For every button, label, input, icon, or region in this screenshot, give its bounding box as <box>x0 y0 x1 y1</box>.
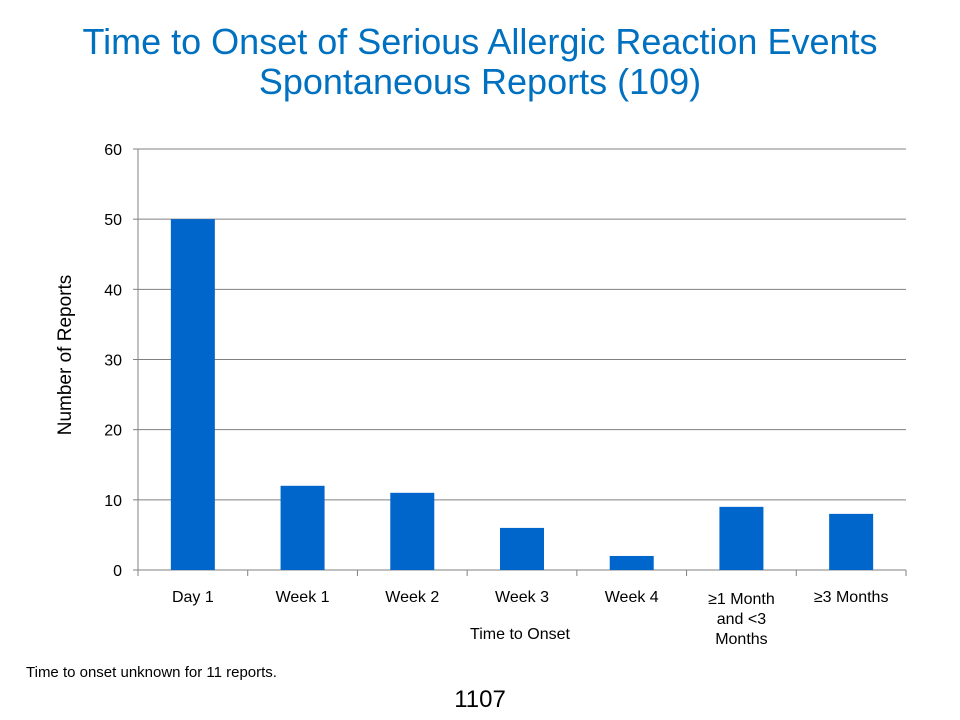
x-tick-label: Day 1 <box>172 589 214 606</box>
chart-title-line-1: Time to Onset of Serious Allergic Reacti… <box>82 21 878 62</box>
bar <box>170 219 215 570</box>
y-tick-label: 50 <box>104 212 122 229</box>
chart-title-line-2: Spontaneous Reports (109) <box>258 61 702 102</box>
y-tick-label: 10 <box>104 493 122 510</box>
x-tick-label: ≥3 Months <box>814 589 889 606</box>
x-tick-label: ≥1 Month and <3 Months <box>708 591 775 648</box>
x-tick-label: Week 4 <box>605 589 659 606</box>
x-axis-label: Time to Onset <box>470 626 570 643</box>
y-tick-label: 40 <box>104 282 122 299</box>
x-tick-label: Week 2 <box>385 589 439 606</box>
y-tick-label: 20 <box>104 423 122 440</box>
bar <box>609 555 654 570</box>
y-axis-label: Number of Reports <box>55 275 76 436</box>
chart-title: Time to Onset of Serious Allergic Reacti… <box>0 22 960 102</box>
bar <box>719 506 764 570</box>
bar <box>390 492 435 570</box>
y-tick-label: 30 <box>104 353 122 370</box>
footnote: Time to onset unknown for 11 reports. <box>26 664 277 681</box>
bar <box>280 485 325 570</box>
x-tick-label: Week 3 <box>495 589 549 606</box>
y-tick-label: 60 <box>104 142 122 159</box>
x-tick-label: Week 1 <box>276 589 330 606</box>
page-number: 1107 <box>454 686 506 713</box>
bar <box>829 513 874 570</box>
bar <box>500 527 544 570</box>
y-tick-label: 0 <box>113 563 122 580</box>
